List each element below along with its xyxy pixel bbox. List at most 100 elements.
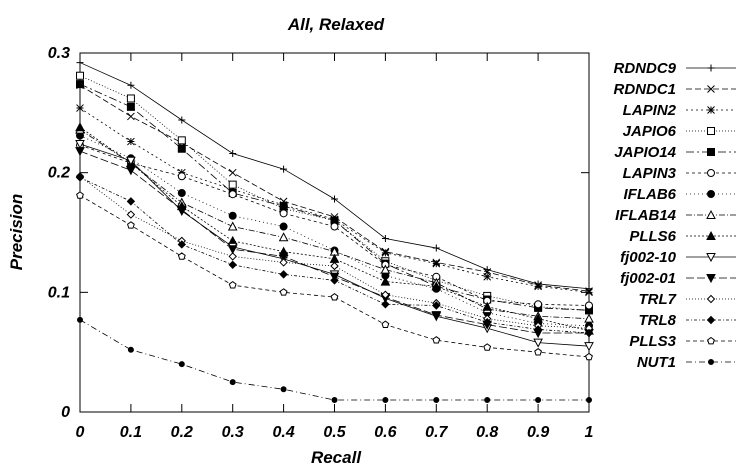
data-point-rdndc9 xyxy=(432,244,440,252)
data-point-rdndc9 xyxy=(229,150,237,158)
legend-item-plls3: PLLS3 xyxy=(629,333,736,350)
data-point-trl7 xyxy=(330,261,339,271)
series-line-iflab6 xyxy=(79,135,590,327)
legend-item-trl8: TRL8 xyxy=(639,312,736,329)
series-line-nut1 xyxy=(79,319,589,401)
legend-swatch-marker xyxy=(706,274,716,284)
series-plls3 xyxy=(76,191,593,361)
legend-swatch-marker xyxy=(707,190,715,198)
data-point-plls3 xyxy=(585,352,593,361)
data-point-iflab14 xyxy=(227,221,238,231)
legend-label: fj002-01 xyxy=(620,270,676,287)
data-point-trl7 xyxy=(381,290,390,299)
data-point-lapin2 xyxy=(381,248,390,257)
legend-label: PLLS3 xyxy=(629,333,676,350)
legend-item-fj002-10: fj002-10 xyxy=(620,249,736,266)
data-point-trl7 xyxy=(126,210,136,219)
data-point-japio14 xyxy=(279,202,288,211)
data-point-japio14 xyxy=(177,144,186,153)
data-point-nut1 xyxy=(433,397,440,404)
data-point-rdndc9 xyxy=(178,116,186,124)
data-point-fj002-10 xyxy=(126,156,136,166)
data-point-plls6 xyxy=(75,122,85,132)
data-point-fj002-01 xyxy=(431,311,442,321)
y-axis-ticks: 0 0.1 0.2 0.3 xyxy=(48,45,589,421)
x-axis-ticks: 0 0.1 0.2 0.3 0.4 0.5 0.6 0.7 0.8 0.9 1 xyxy=(76,53,594,441)
data-point-trl8 xyxy=(228,260,237,270)
x-tick-label: 0.1 xyxy=(120,424,142,441)
data-point-iflab14 xyxy=(278,232,289,242)
data-point-nut1 xyxy=(382,397,389,404)
legend-swatch-marker xyxy=(707,148,715,156)
x-tick-label: 1 xyxy=(585,424,594,441)
data-point-lapin2 xyxy=(534,282,542,291)
data-point-fj002-10 xyxy=(584,342,594,352)
data-point-rdndc9 xyxy=(127,81,135,89)
data-point-plls3 xyxy=(279,288,288,296)
data-point-plls3 xyxy=(432,336,441,344)
x-tick-label: 0.6 xyxy=(374,424,396,441)
data-point-nut1 xyxy=(280,386,287,393)
data-point-plls3 xyxy=(534,348,543,356)
legend-item-japio14: JAPIO14 xyxy=(614,144,736,161)
data-point-lapin2 xyxy=(76,104,84,112)
legend-swatch-marker xyxy=(707,106,715,114)
legend-item-fj002-01: fj002-01 xyxy=(620,270,736,287)
data-point-nut1 xyxy=(178,361,185,368)
legend-label: LAPIN2 xyxy=(623,102,677,119)
legend-label: fj002-10 xyxy=(620,249,677,266)
data-point-nut1 xyxy=(127,346,134,353)
data-point-fj002-10 xyxy=(533,338,543,348)
data-point-rdndc9 xyxy=(331,195,338,203)
data-point-trl7 xyxy=(228,252,237,261)
x-tick-label: 0.5 xyxy=(323,424,346,441)
data-point-nut1 xyxy=(331,397,338,404)
data-point-plls3 xyxy=(330,293,339,301)
legend-item-rdndc1: RDNDC1 xyxy=(613,81,736,98)
legend-item-trl7: TRL7 xyxy=(639,291,736,308)
data-point-japio6 xyxy=(126,94,135,103)
data-point-japio6 xyxy=(76,71,84,80)
series-line-plls6 xyxy=(79,126,590,332)
legend-swatch-marker xyxy=(706,294,716,304)
y-tick-label: 0.2 xyxy=(48,165,70,182)
x-axis-label: Recall xyxy=(311,448,362,467)
data-point-trl8 xyxy=(432,301,441,310)
data-point-lapin3 xyxy=(585,301,593,310)
data-point-iflab6 xyxy=(228,211,237,220)
legend-item-iflab6: IFLAB6 xyxy=(624,186,736,203)
legend-swatch-marker xyxy=(706,315,716,325)
legend-label: RDNDC1 xyxy=(613,81,676,98)
legend-swatch-marker xyxy=(707,169,715,177)
legend-swatch-marker xyxy=(706,230,716,240)
data-point-nut1 xyxy=(77,316,83,323)
data-point-lapin2 xyxy=(585,288,593,297)
x-tick-label: 0.3 xyxy=(222,424,244,441)
data-point-nut1 xyxy=(586,397,592,404)
data-point-nut1 xyxy=(535,397,542,404)
data-point-lapin3 xyxy=(330,222,339,231)
y-tick-label: 0.1 xyxy=(48,284,70,301)
data-point-japio6 xyxy=(228,180,237,189)
legend-label: JAPIO6 xyxy=(623,123,677,140)
legend-label: TRL7 xyxy=(639,291,677,308)
data-point-trl8 xyxy=(381,300,390,309)
data-point-plls3 xyxy=(177,252,186,260)
data-point-iflab14 xyxy=(584,313,594,323)
legend-label: JAPIO14 xyxy=(614,144,676,161)
legend-swatch-marker xyxy=(708,359,714,365)
series-line-fj002-10 xyxy=(79,143,590,347)
legend-item-lapin2: LAPIN2 xyxy=(623,102,736,119)
x-tick-label: 0.9 xyxy=(527,424,549,441)
data-point-japio14 xyxy=(126,102,135,111)
legend-label: IFLAB6 xyxy=(624,186,677,203)
legend-label: LAPIN3 xyxy=(623,165,677,182)
data-point-nut1 xyxy=(484,397,491,404)
data-point-iflab14 xyxy=(380,264,391,274)
data-point-fj002-01 xyxy=(176,205,187,215)
legend-swatch-marker xyxy=(707,64,715,72)
data-point-lapin3 xyxy=(228,190,237,199)
data-point-rdndc9 xyxy=(381,234,389,242)
legend-item-lapin3: LAPIN3 xyxy=(623,165,736,182)
series-line-lapin3 xyxy=(79,144,590,306)
